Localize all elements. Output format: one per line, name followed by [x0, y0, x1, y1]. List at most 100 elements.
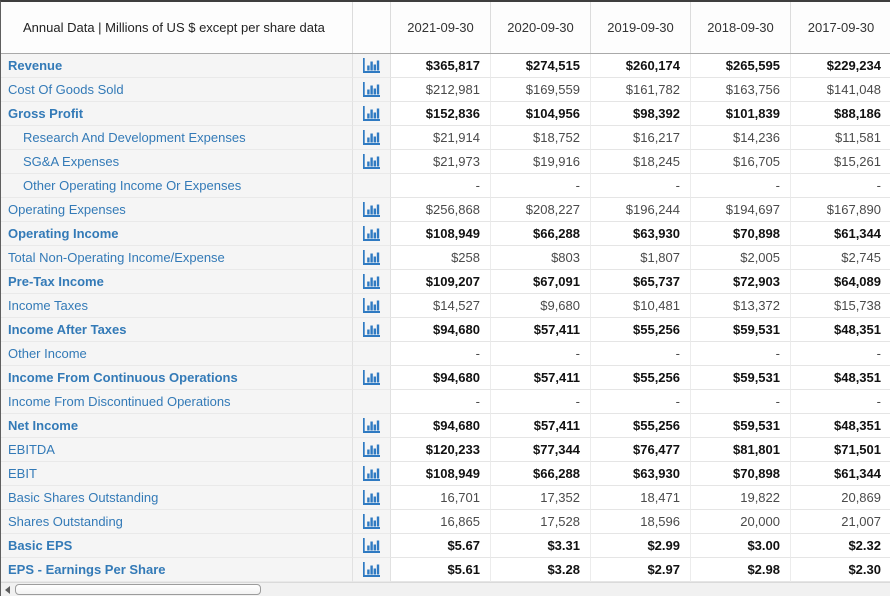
value-cell: $18,245 [591, 150, 691, 174]
table-row: Other Income ----- [1, 342, 890, 366]
bar-chart-icon[interactable] [362, 490, 381, 505]
row-chart-cell [353, 294, 391, 318]
row-chart-cell [353, 438, 391, 462]
table-row: Cost Of Goods Sold $212,981 $169,559 $161,… [1, 78, 890, 102]
value-cell: $5.61 [391, 558, 491, 582]
table-row: Income Taxes $14,527 $9,680 $10,481 $13,372… [1, 294, 890, 318]
value-cell: 18,471 [591, 486, 691, 510]
bar-chart-icon[interactable] [362, 58, 381, 73]
bar-chart-icon[interactable] [362, 538, 381, 553]
row-label-link[interactable]: Operating Expenses [8, 202, 126, 217]
value-cell: $274,515 [491, 54, 591, 78]
row-label-cell: Income From Discontinued Operations [1, 390, 353, 414]
horizontal-scrollbar[interactable] [1, 582, 890, 596]
row-label-cell: Other Operating Income Or Expenses [1, 174, 353, 198]
value-cell: $104,956 [491, 102, 591, 126]
row-label-link[interactable]: Pre-Tax Income [8, 274, 104, 289]
value-cell: $212,981 [391, 78, 491, 102]
bar-chart-icon[interactable] [362, 562, 381, 577]
value-cell: $59,531 [691, 414, 791, 438]
row-label-link[interactable]: Income After Taxes [8, 322, 127, 337]
value-cell: $16,217 [591, 126, 691, 150]
row-chart-cell [353, 54, 391, 78]
row-label-cell: Revenue [1, 54, 353, 78]
value-cell: $72,903 [691, 270, 791, 294]
value-cell: $76,477 [591, 438, 691, 462]
value-cell: $59,531 [691, 318, 791, 342]
value-cell: $63,930 [591, 222, 691, 246]
value-cell: $61,344 [791, 222, 890, 246]
row-label-link[interactable]: Shares Outstanding [8, 514, 123, 529]
value-cell: $109,207 [391, 270, 491, 294]
row-label-cell: Net Income [1, 414, 353, 438]
row-label-link[interactable]: Income From Continuous Operations [8, 370, 238, 385]
value-cell: - [391, 174, 491, 198]
row-label-link[interactable]: Cost Of Goods Sold [8, 82, 124, 97]
row-label-link[interactable]: Other Income [8, 346, 87, 361]
bar-chart-icon[interactable] [362, 274, 381, 289]
row-label-link[interactable]: SG&A Expenses [23, 154, 120, 169]
scroll-left-button[interactable] [1, 583, 13, 596]
row-label-link[interactable]: Basic Shares Outstanding [8, 490, 159, 505]
row-label-cell: Cost Of Goods Sold [1, 78, 353, 102]
value-cell: $57,411 [491, 366, 591, 390]
row-chart-cell [353, 486, 391, 510]
value-cell: $66,288 [491, 222, 591, 246]
row-label-link[interactable]: Gross Profit [8, 106, 84, 121]
value-cell: - [791, 390, 890, 414]
table-row: Research And Development Expenses $21,91… [1, 126, 890, 150]
table-row: Income After Taxes $94,680 $57,411 $55,256… [1, 318, 890, 342]
bar-chart-icon[interactable] [362, 322, 381, 337]
row-label-link[interactable]: EBIT [8, 466, 37, 481]
row-label-link[interactable]: Net Income [8, 418, 79, 433]
bar-chart-icon[interactable] [362, 106, 381, 121]
row-chart-cell [353, 198, 391, 222]
row-label-link[interactable]: Total Non-Operating Income/Expense [8, 250, 225, 265]
value-cell: $9,680 [491, 294, 591, 318]
value-cell: - [491, 390, 591, 414]
bar-chart-icon[interactable] [362, 226, 381, 241]
row-label-link[interactable]: Income From Discontinued Operations [8, 394, 231, 409]
value-cell: $365,817 [391, 54, 491, 78]
row-label-cell: Basic EPS [1, 534, 353, 558]
row-label-cell: Basic Shares Outstanding [1, 486, 353, 510]
bar-chart-icon[interactable] [362, 82, 381, 97]
row-label-link[interactable]: Basic EPS [8, 538, 73, 553]
bar-chart-icon[interactable] [362, 370, 381, 385]
row-chart-cell [353, 366, 391, 390]
row-label-cell: Income Taxes [1, 294, 353, 318]
row-label-link[interactable]: Research And Development Expenses [23, 130, 246, 145]
row-label-link[interactable]: Income Taxes [8, 298, 88, 313]
bar-chart-icon[interactable] [362, 298, 381, 313]
row-label-cell: Pre-Tax Income [1, 270, 353, 294]
bar-chart-icon[interactable] [362, 466, 381, 481]
value-cell: 19,822 [691, 486, 791, 510]
value-cell: - [691, 342, 791, 366]
row-label-link[interactable]: Operating Income [8, 226, 119, 241]
value-cell: $2.30 [791, 558, 890, 582]
row-label-link[interactable]: EPS - Earnings Per Share [8, 562, 166, 577]
value-cell: $88,186 [791, 102, 890, 126]
value-cell: 17,528 [491, 510, 591, 534]
bar-chart-icon[interactable] [362, 514, 381, 529]
scrollbar-thumb[interactable] [15, 584, 261, 595]
row-chart-cell [353, 318, 391, 342]
value-cell: $63,930 [591, 462, 691, 486]
row-chart-cell [353, 414, 391, 438]
bar-chart-icon[interactable] [362, 154, 381, 169]
bar-chart-icon[interactable] [362, 442, 381, 457]
bar-chart-icon[interactable] [362, 202, 381, 217]
column-header: 2017-09-30 [807, 20, 875, 35]
row-label-link[interactable]: Revenue [8, 58, 63, 73]
value-cell: $2.32 [791, 534, 890, 558]
row-label-link[interactable]: Other Operating Income Or Expenses [23, 178, 242, 193]
row-label-cell: EBIT [1, 462, 353, 486]
value-cell: $15,261 [791, 150, 890, 174]
value-cell: $57,411 [491, 414, 591, 438]
row-label-link[interactable]: EBITDA [8, 442, 55, 457]
bar-chart-icon[interactable] [362, 418, 381, 433]
value-cell: $194,697 [691, 198, 791, 222]
bar-chart-icon[interactable] [362, 250, 381, 265]
value-cell: $71,501 [791, 438, 890, 462]
bar-chart-icon[interactable] [362, 130, 381, 145]
